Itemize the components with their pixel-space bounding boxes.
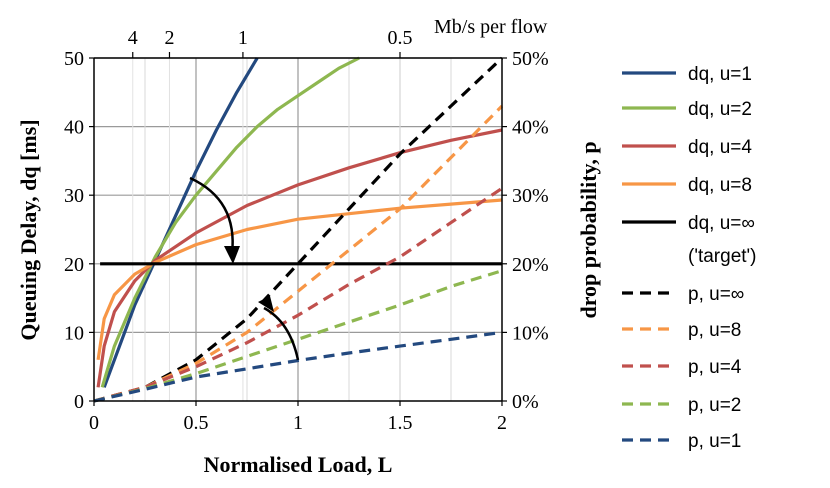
y-right-tick-label: 0% [512, 391, 539, 413]
legend-label-1: dq, u=2 [688, 99, 752, 120]
axis-titles: Normalised Load, L Queuing Delay, dq [ms… [16, 16, 601, 477]
annotations [189, 176, 300, 361]
legend-label-6: p, u=∞ [688, 284, 744, 305]
legend-label-4: dq, u=∞ [688, 213, 755, 234]
series-line-7 [93, 104, 504, 403]
legend-label-9: p, u=2 [688, 395, 741, 416]
legend-label-0: dq, u=1 [688, 64, 752, 85]
x-tick-label: 1.5 [388, 412, 413, 434]
top-tick-label: 0.5 [388, 27, 413, 49]
legend-label-2: dq, u=4 [688, 137, 752, 158]
y-right-tick-label: 30% [512, 185, 549, 207]
y-right-tick-label: 50% [512, 48, 549, 70]
annotation-arrowhead-p [258, 296, 274, 312]
legend-label-3: dq, u=8 [688, 175, 752, 196]
x-tick-label: 2 [497, 412, 507, 434]
series-line-0 [102, 57, 259, 388]
x-tick-label: 0.5 [184, 412, 209, 434]
x-tick-label: 1 [293, 412, 303, 434]
legend-label-7: p, u=8 [688, 320, 741, 341]
y-left-tick-label: 10 [64, 322, 84, 344]
annotation-arrowhead-dq [224, 246, 240, 264]
legend: dq, u=1 dq, u=2 dq, u=4 dq, u=8 dq, u=∞ ('tar… [622, 64, 757, 452]
annotation-arrow-p [263, 306, 300, 361]
series-line-10 [93, 330, 503, 403]
series-line-1 [100, 56, 360, 388]
y-right-tick-label: 20% [512, 254, 549, 276]
y-left-axis-title: Queuing Delay, dq [ms] [16, 119, 41, 340]
axes [89, 52, 507, 406]
top-tick-label: 4 [128, 27, 138, 49]
series-layer [93, 56, 504, 403]
y-left-tick-label: 20 [64, 254, 84, 276]
x-tick-label: 0 [89, 412, 99, 434]
x-axis-title: Normalised Load, L [204, 452, 393, 477]
y-left-tick-label: 50 [64, 48, 84, 70]
y-right-axis-title: drop probability, p [576, 141, 601, 318]
top-axis-title: Mb/s per flow [434, 16, 548, 38]
series-line-8 [93, 186, 503, 403]
y-right-tick-label: 40% [512, 117, 549, 139]
y-right-tick-label: 10% [512, 322, 549, 344]
y-left-tick-label: 40 [64, 117, 84, 139]
y-left-tick-label: 0 [74, 391, 84, 413]
annotation-arrow-dq [189, 176, 234, 255]
legend-label-5: ('target') [688, 246, 757, 267]
series-line-2 [96, 128, 503, 388]
top-tick-label: 2 [164, 27, 174, 49]
top-tick-label: 1 [238, 27, 248, 49]
legend-label-8: p, u=4 [688, 357, 742, 378]
y-left-tick-label: 30 [64, 185, 84, 207]
legend-label-10: p, u=1 [688, 431, 741, 452]
series-line-3 [96, 198, 503, 361]
